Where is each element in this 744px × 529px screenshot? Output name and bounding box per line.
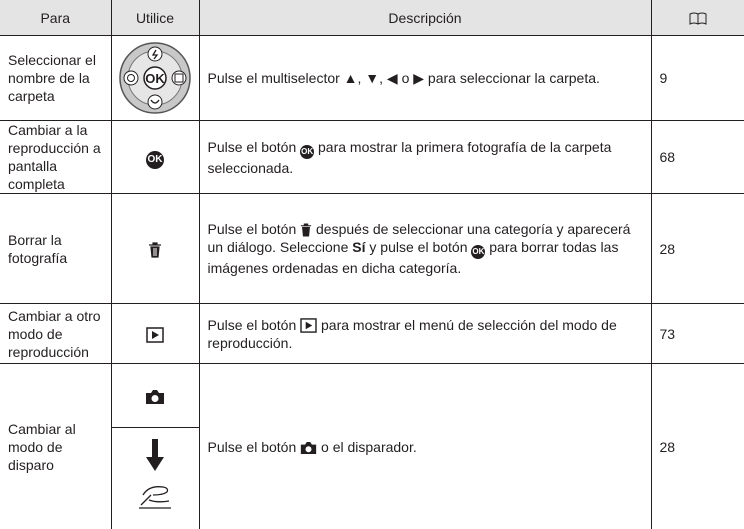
use-cell: [110, 303, 200, 364]
text: Pulse el botón: [207, 438, 301, 455]
text: o el disparador.: [317, 438, 417, 455]
row: [0, 427, 744, 529]
bold-text: Sí: [352, 239, 366, 255]
shutter-press-icon: [139, 438, 171, 509]
description-cell: Pulse el botón para mostrar el menú de s…: [198, 303, 652, 364]
trash-icon: [149, 242, 161, 258]
ok-icon: OK: [146, 150, 164, 169]
text: Pulse el botón: [207, 138, 301, 155]
row: Borrar la fotografía Pulse el botón desp…: [0, 193, 744, 304]
page-cell: 28: [650, 193, 744, 304]
use-cell: OK: [110, 120, 200, 194]
use-cell: [110, 193, 200, 304]
text: Pulse el botón: [207, 221, 301, 237]
text: para mostrar el menú de selección del mo…: [207, 316, 617, 351]
header-cell: Descripción: [198, 0, 652, 36]
row: Cambiar a la reproducción a pantalla com…: [0, 120, 744, 194]
description-cell: Pulse el botón o el disparador.: [198, 363, 652, 529]
page-cell: 73: [650, 303, 744, 364]
book-icon: [689, 12, 707, 25]
text: y pulse el botón: [365, 239, 472, 255]
play-icon: [300, 318, 317, 334]
text: Pulse el multiselector ▲, ▼, ◀ o ▶ para …: [207, 70, 600, 86]
text: después de seleccionar una categoría y a…: [207, 221, 631, 255]
ok-label: OK: [145, 71, 165, 86]
text: para mostrar la primera fotografía de la…: [207, 138, 612, 176]
para-cell: Cambiar al modo de disparo: [0, 363, 112, 529]
use-cell: [111, 427, 199, 529]
multiselector-icon: OK: [119, 42, 191, 114]
ok-icon: OK: [471, 245, 486, 259]
trash-icon: [300, 223, 312, 237]
header-cell: Utilice: [110, 0, 200, 36]
description-cell: Pulse el botón después de seleccionar un…: [198, 193, 652, 304]
use-cell: [110, 363, 200, 428]
camera-icon: [300, 441, 317, 454]
book-icon-cell: [650, 0, 744, 36]
row: Cambiar a otro modo de reproducción Puls…: [0, 303, 744, 364]
ok-icon: OK: [300, 144, 315, 159]
description-cell: Pulse el botón OK para mostrar la primer…: [198, 120, 652, 194]
page-cell: 9: [650, 35, 744, 121]
text: Pulse el botón: [207, 316, 301, 333]
camera-icon: [146, 389, 164, 404]
header-cell: Para: [0, 0, 112, 36]
header-row: Para Utilice Descripción: [0, 0, 744, 36]
para-cell: Cambiar a la reproducción a pantalla com…: [0, 120, 112, 194]
play-icon: [146, 326, 164, 343]
para-cell: Borrar la fotografía: [0, 193, 112, 304]
row: Cambiar al modo de disparo Pulse el botó…: [0, 363, 744, 529]
row: Seleccionar el nombre de la carpeta OK P…: [0, 35, 744, 121]
page-cell: 68: [650, 120, 744, 194]
para-cell: Seleccionar el nombre de la carpeta: [0, 35, 112, 121]
use-cell: OK: [110, 35, 200, 121]
page-cell: 28: [650, 363, 744, 529]
para-cell: Cambiar a otro modo de reproducción: [0, 303, 112, 364]
description-cell: Pulse el multiselector ▲, ▼, ◀ o ▶ para …: [198, 35, 652, 121]
text: para borrar todas las imágenes ordenadas…: [207, 239, 619, 276]
